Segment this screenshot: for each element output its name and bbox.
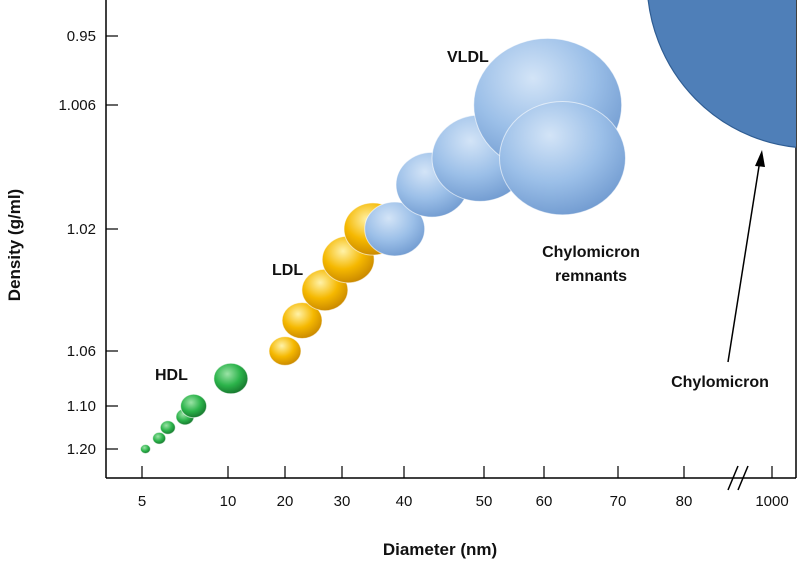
- y-tick-label: 0.95: [67, 28, 96, 45]
- hdl-particle: [180, 393, 208, 419]
- hdl-particle: [152, 431, 167, 445]
- hdl-particle: [213, 362, 249, 395]
- vldl-particle: [364, 201, 426, 257]
- chylomicron-remnants-label: Chylomicron remnants: [542, 244, 640, 285]
- x-tick-label: 1000: [755, 493, 788, 510]
- y-tick-label: 1.02: [67, 221, 96, 238]
- x-tick-label: 80: [676, 493, 693, 510]
- ldl-particle: [281, 302, 323, 339]
- x-tick-label: 20: [277, 493, 294, 510]
- hdl-particle: [159, 420, 176, 435]
- x-tick-label: 5: [138, 493, 146, 510]
- y-tick-label: 1.20: [67, 441, 96, 458]
- hdl-particle: [139, 444, 151, 454]
- chylomicron-label: Chylomicron: [671, 374, 769, 391]
- x-tick-label: 50: [476, 493, 493, 510]
- x-tick-label: 10: [220, 493, 237, 510]
- vldl-label: VLDL: [447, 49, 489, 66]
- x-axis-title: Diameter (nm): [383, 540, 497, 559]
- ldl-particle: [268, 336, 302, 366]
- x-tick-label: 70: [610, 493, 627, 510]
- x-tick-label: 40: [396, 493, 413, 510]
- y-tick-label: 1.10: [67, 398, 96, 415]
- y-tick-label: 1.06: [67, 343, 96, 360]
- chylomicron-arrow: [727, 150, 765, 363]
- hdl-label: HDL: [155, 367, 188, 384]
- y-axis-title: Density (g/ml): [5, 189, 24, 301]
- y-tick-label: 1.006: [58, 97, 96, 114]
- chylomicron-particle: [647, 0, 796, 148]
- x-tick-label: 30: [334, 493, 351, 510]
- ldl-label: LDL: [272, 262, 303, 279]
- x-axis-break: [727, 465, 749, 491]
- chylomicron-remnants-particle: [499, 100, 626, 216]
- x-tick-label: 60: [536, 493, 553, 510]
